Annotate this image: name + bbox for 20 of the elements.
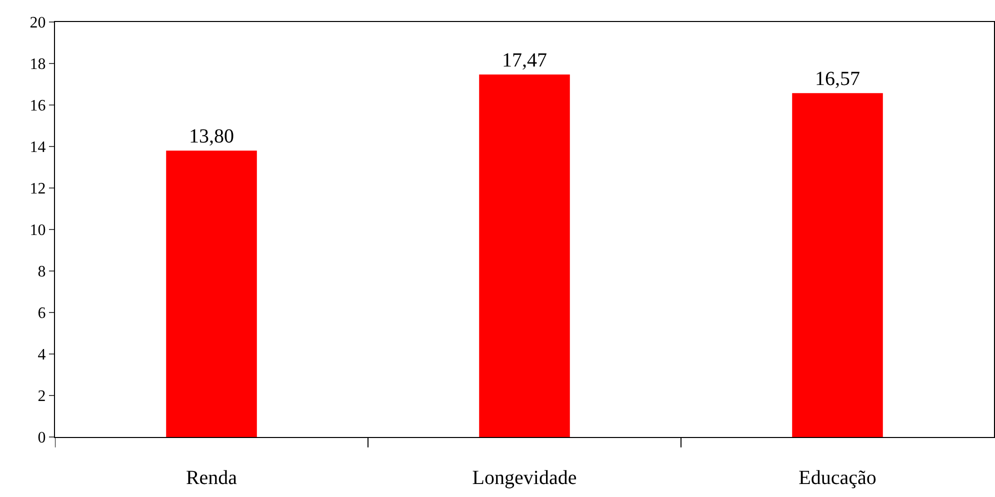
y-tick-label: 20 xyxy=(30,14,46,32)
bar xyxy=(479,74,570,437)
data-label: 17,47 xyxy=(502,50,548,72)
y-tick-label: 4 xyxy=(38,346,46,364)
y-tick-label: 2 xyxy=(38,388,46,406)
x-tick-label: Renda xyxy=(186,467,238,489)
bar xyxy=(792,93,883,437)
data-label: 13,80 xyxy=(189,126,234,148)
data-label: 16,57 xyxy=(815,68,860,90)
y-tick-label: 10 xyxy=(30,222,46,240)
y-tick-label: 14 xyxy=(30,139,46,156)
y-tick-label: 16 xyxy=(30,98,46,115)
y-tick-label: 12 xyxy=(30,180,46,198)
x-tick-label: Longevidade xyxy=(472,467,577,489)
bar xyxy=(166,150,257,437)
y-tick-label: 8 xyxy=(38,264,46,281)
y-tick-label: 0 xyxy=(38,430,46,447)
y-tick-label: 18 xyxy=(30,56,46,74)
y-tick-label: 6 xyxy=(38,305,46,322)
x-tick-label: Educação xyxy=(798,467,876,489)
